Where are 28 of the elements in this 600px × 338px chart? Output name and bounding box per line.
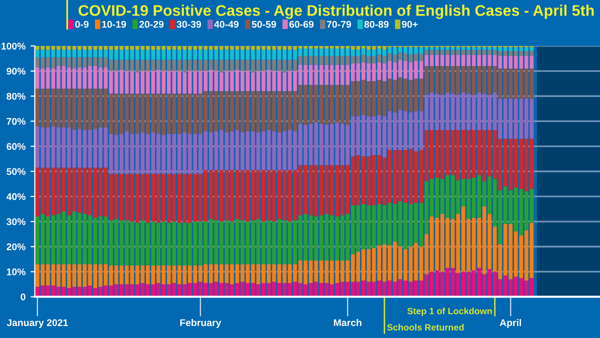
- y-tick-label: 60%: [6, 143, 26, 150]
- y-tick-label: 90%: [6, 68, 26, 75]
- x-tick-label: January 2021: [6, 319, 68, 328]
- legend-label: 20-29: [139, 20, 164, 28]
- y-tick-label: 50%: [6, 168, 26, 175]
- legend-label: 70-79: [326, 20, 352, 28]
- y-tick-label: 20%: [6, 243, 26, 250]
- y-tick-label: 0: [20, 294, 26, 300]
- y-tick-label: 40%: [6, 193, 26, 200]
- x-tick-label: February: [180, 318, 222, 328]
- x-tick-label: April: [500, 318, 522, 328]
- y-tick-label: 80%: [6, 92, 26, 100]
- y-tick-label: 70%: [6, 118, 26, 125]
- x-tick-label: March: [334, 318, 362, 326]
- legend-label: 10-19: [102, 20, 126, 28]
- legend-label: 30-39: [176, 20, 202, 28]
- ref-line-label: Schools Returned: [387, 324, 464, 331]
- legend-label: 60-69: [289, 20, 314, 28]
- chart-title: COVID-19 Positive Cases - Age Distribution of English Cases - April 5th: [78, 4, 594, 19]
- legend-label: 0-9: [75, 20, 89, 28]
- ref-line-label: Step 1 of Lockdown: [407, 308, 492, 316]
- y-tick-label: 10%: [6, 268, 26, 276]
- legend-label: 50-59: [252, 20, 276, 28]
- legend-label: 90+: [402, 20, 418, 28]
- legend-label: 40-49: [214, 20, 239, 28]
- legend-label: 80-89: [364, 20, 389, 28]
- y-tick-label: 30%: [6, 218, 26, 226]
- y-tick-label: 100%: [2, 42, 26, 50]
